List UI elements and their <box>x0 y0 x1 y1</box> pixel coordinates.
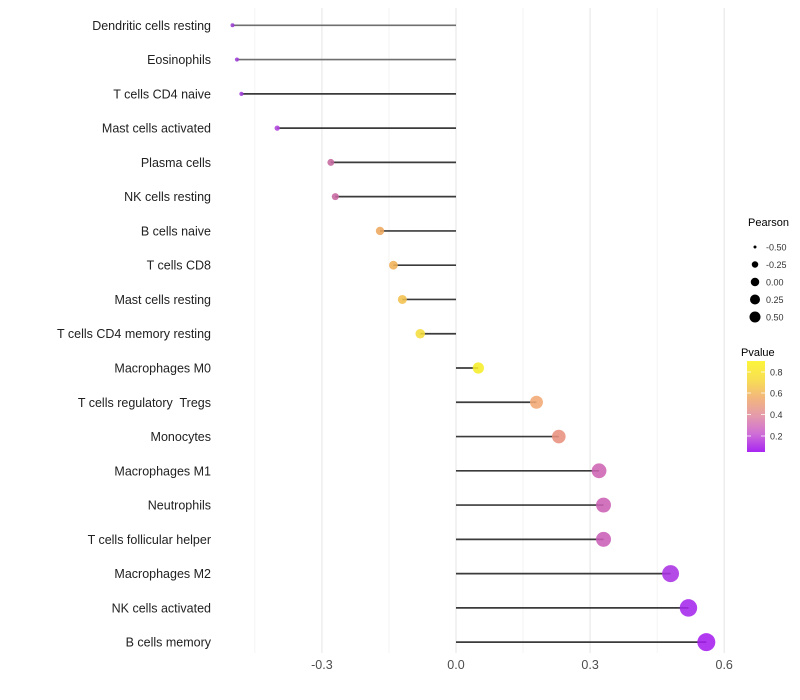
size-legend-key-label: 0.25 <box>766 295 784 305</box>
data-point <box>662 565 680 583</box>
data-point <box>234 57 240 62</box>
lollipop-row: Eosinophils <box>147 53 456 67</box>
lollipop-row: B cells naive <box>141 224 456 238</box>
colorbar-tick-label: 0.6 <box>770 389 783 399</box>
size-legend-keys: -0.50 -0.25 0.00 0.25 0.50 <box>749 243 787 323</box>
x-tick-label: 0.0 <box>447 658 464 672</box>
data-point <box>529 395 543 409</box>
pvalue-colorbar <box>747 361 765 452</box>
x-tick-label: 0.6 <box>716 658 733 672</box>
category-label: Macrophages M2 <box>114 567 211 581</box>
lollipop-row: Mast cells activated <box>102 122 456 136</box>
category-label: T cells follicular helper <box>88 533 211 547</box>
lollipop-row: T cells regulatory Tregs <box>78 396 543 410</box>
data-point <box>375 226 385 236</box>
data-point <box>415 328 426 339</box>
lollipop-row: T cells CD4 memory resting <box>57 327 456 341</box>
lollipop-row: T cells CD4 naive <box>113 87 456 101</box>
data-point <box>472 362 484 374</box>
size-legend-title: Pearson <box>748 217 789 229</box>
lollipop-rows: Dendritic cells resting Eosinophils T cell… <box>57 19 716 652</box>
data-point <box>230 23 235 28</box>
category-label: Macrophages M1 <box>114 464 211 478</box>
size-legend-key-label: 0.00 <box>766 278 784 288</box>
data-point <box>389 260 398 270</box>
data-point <box>397 294 407 304</box>
category-label: Monocytes <box>151 430 211 444</box>
category-label: T cells CD8 <box>147 259 211 273</box>
size-legend-key-dot <box>753 245 757 249</box>
x-tick-label: -0.3 <box>311 658 333 672</box>
x-tick-label: 0.3 <box>581 658 598 672</box>
data-point <box>551 429 566 444</box>
data-point <box>697 633 716 652</box>
lollipop-row: Neutrophils <box>148 497 611 513</box>
lollipop-row: NK cells activated <box>112 599 698 617</box>
category-label: Plasma cells <box>141 156 211 170</box>
size-legend: Pearson -0.50 -0.25 0.00 0.25 0.50 <box>748 217 789 323</box>
lollipop-row: Macrophages M2 <box>114 565 680 583</box>
size-legend-key-dot <box>750 277 760 287</box>
colorbar-tick-label: 0.8 <box>770 368 783 378</box>
category-label: Mast cells resting <box>114 293 211 307</box>
category-label: NK cells resting <box>124 190 211 204</box>
category-label: T cells CD4 memory resting <box>57 327 211 341</box>
gridlines <box>254 8 725 653</box>
size-legend-key-dot <box>750 294 760 305</box>
lollipop-row: Plasma cells <box>141 156 456 170</box>
lollipop-row: T cells follicular helper <box>88 531 611 547</box>
color-legend-title: Pvalue <box>741 347 775 359</box>
size-legend-key-dot <box>749 311 761 323</box>
lollipop-row: B cells memory <box>126 633 716 652</box>
lollipop-row: Macrophages M0 <box>114 362 484 376</box>
category-label: B cells naive <box>141 224 211 238</box>
data-point <box>591 463 607 479</box>
data-point <box>679 599 698 617</box>
category-label: T cells regulatory Tregs <box>78 396 211 410</box>
size-legend-key-label: -0.50 <box>766 243 787 253</box>
size-legend-key-dot <box>751 261 759 268</box>
category-label: Neutrophils <box>148 499 211 513</box>
size-legend-key-label: 0.50 <box>766 313 784 323</box>
lollipop-row: Monocytes <box>151 429 566 444</box>
x-axis-tick-labels: -0.3 0.0 0.3 0.6 <box>311 658 733 672</box>
data-point <box>596 531 611 547</box>
category-label: Eosinophils <box>147 53 211 67</box>
lollipop-row: T cells CD8 <box>147 259 456 273</box>
lollipop-row: Dendritic cells resting <box>92 19 456 33</box>
category-label: Dendritic cells resting <box>92 19 211 33</box>
lollipop-row: NK cells resting <box>124 190 456 204</box>
category-label: NK cells activated <box>112 601 211 615</box>
category-label: B cells memory <box>126 636 212 650</box>
category-label: Mast cells activated <box>102 122 211 136</box>
data-point <box>239 91 244 96</box>
colorbar-tick-label: 0.4 <box>770 410 783 420</box>
category-label: Macrophages M0 <box>114 362 211 376</box>
category-label: T cells CD4 naive <box>113 87 211 101</box>
colorbar-ticks <box>747 371 765 437</box>
data-point <box>596 497 611 513</box>
data-point <box>331 193 339 201</box>
data-point <box>327 158 335 166</box>
size-legend-key-label: -0.25 <box>766 260 787 270</box>
data-point <box>274 125 280 131</box>
colorbar-tick-label: 0.2 <box>770 432 783 442</box>
lollipop-row: Macrophages M1 <box>114 463 607 479</box>
color-legend: Pvalue 0.8 0.6 0.4 0.2 <box>741 347 783 452</box>
lollipop-row: Mast cells resting <box>114 293 456 307</box>
